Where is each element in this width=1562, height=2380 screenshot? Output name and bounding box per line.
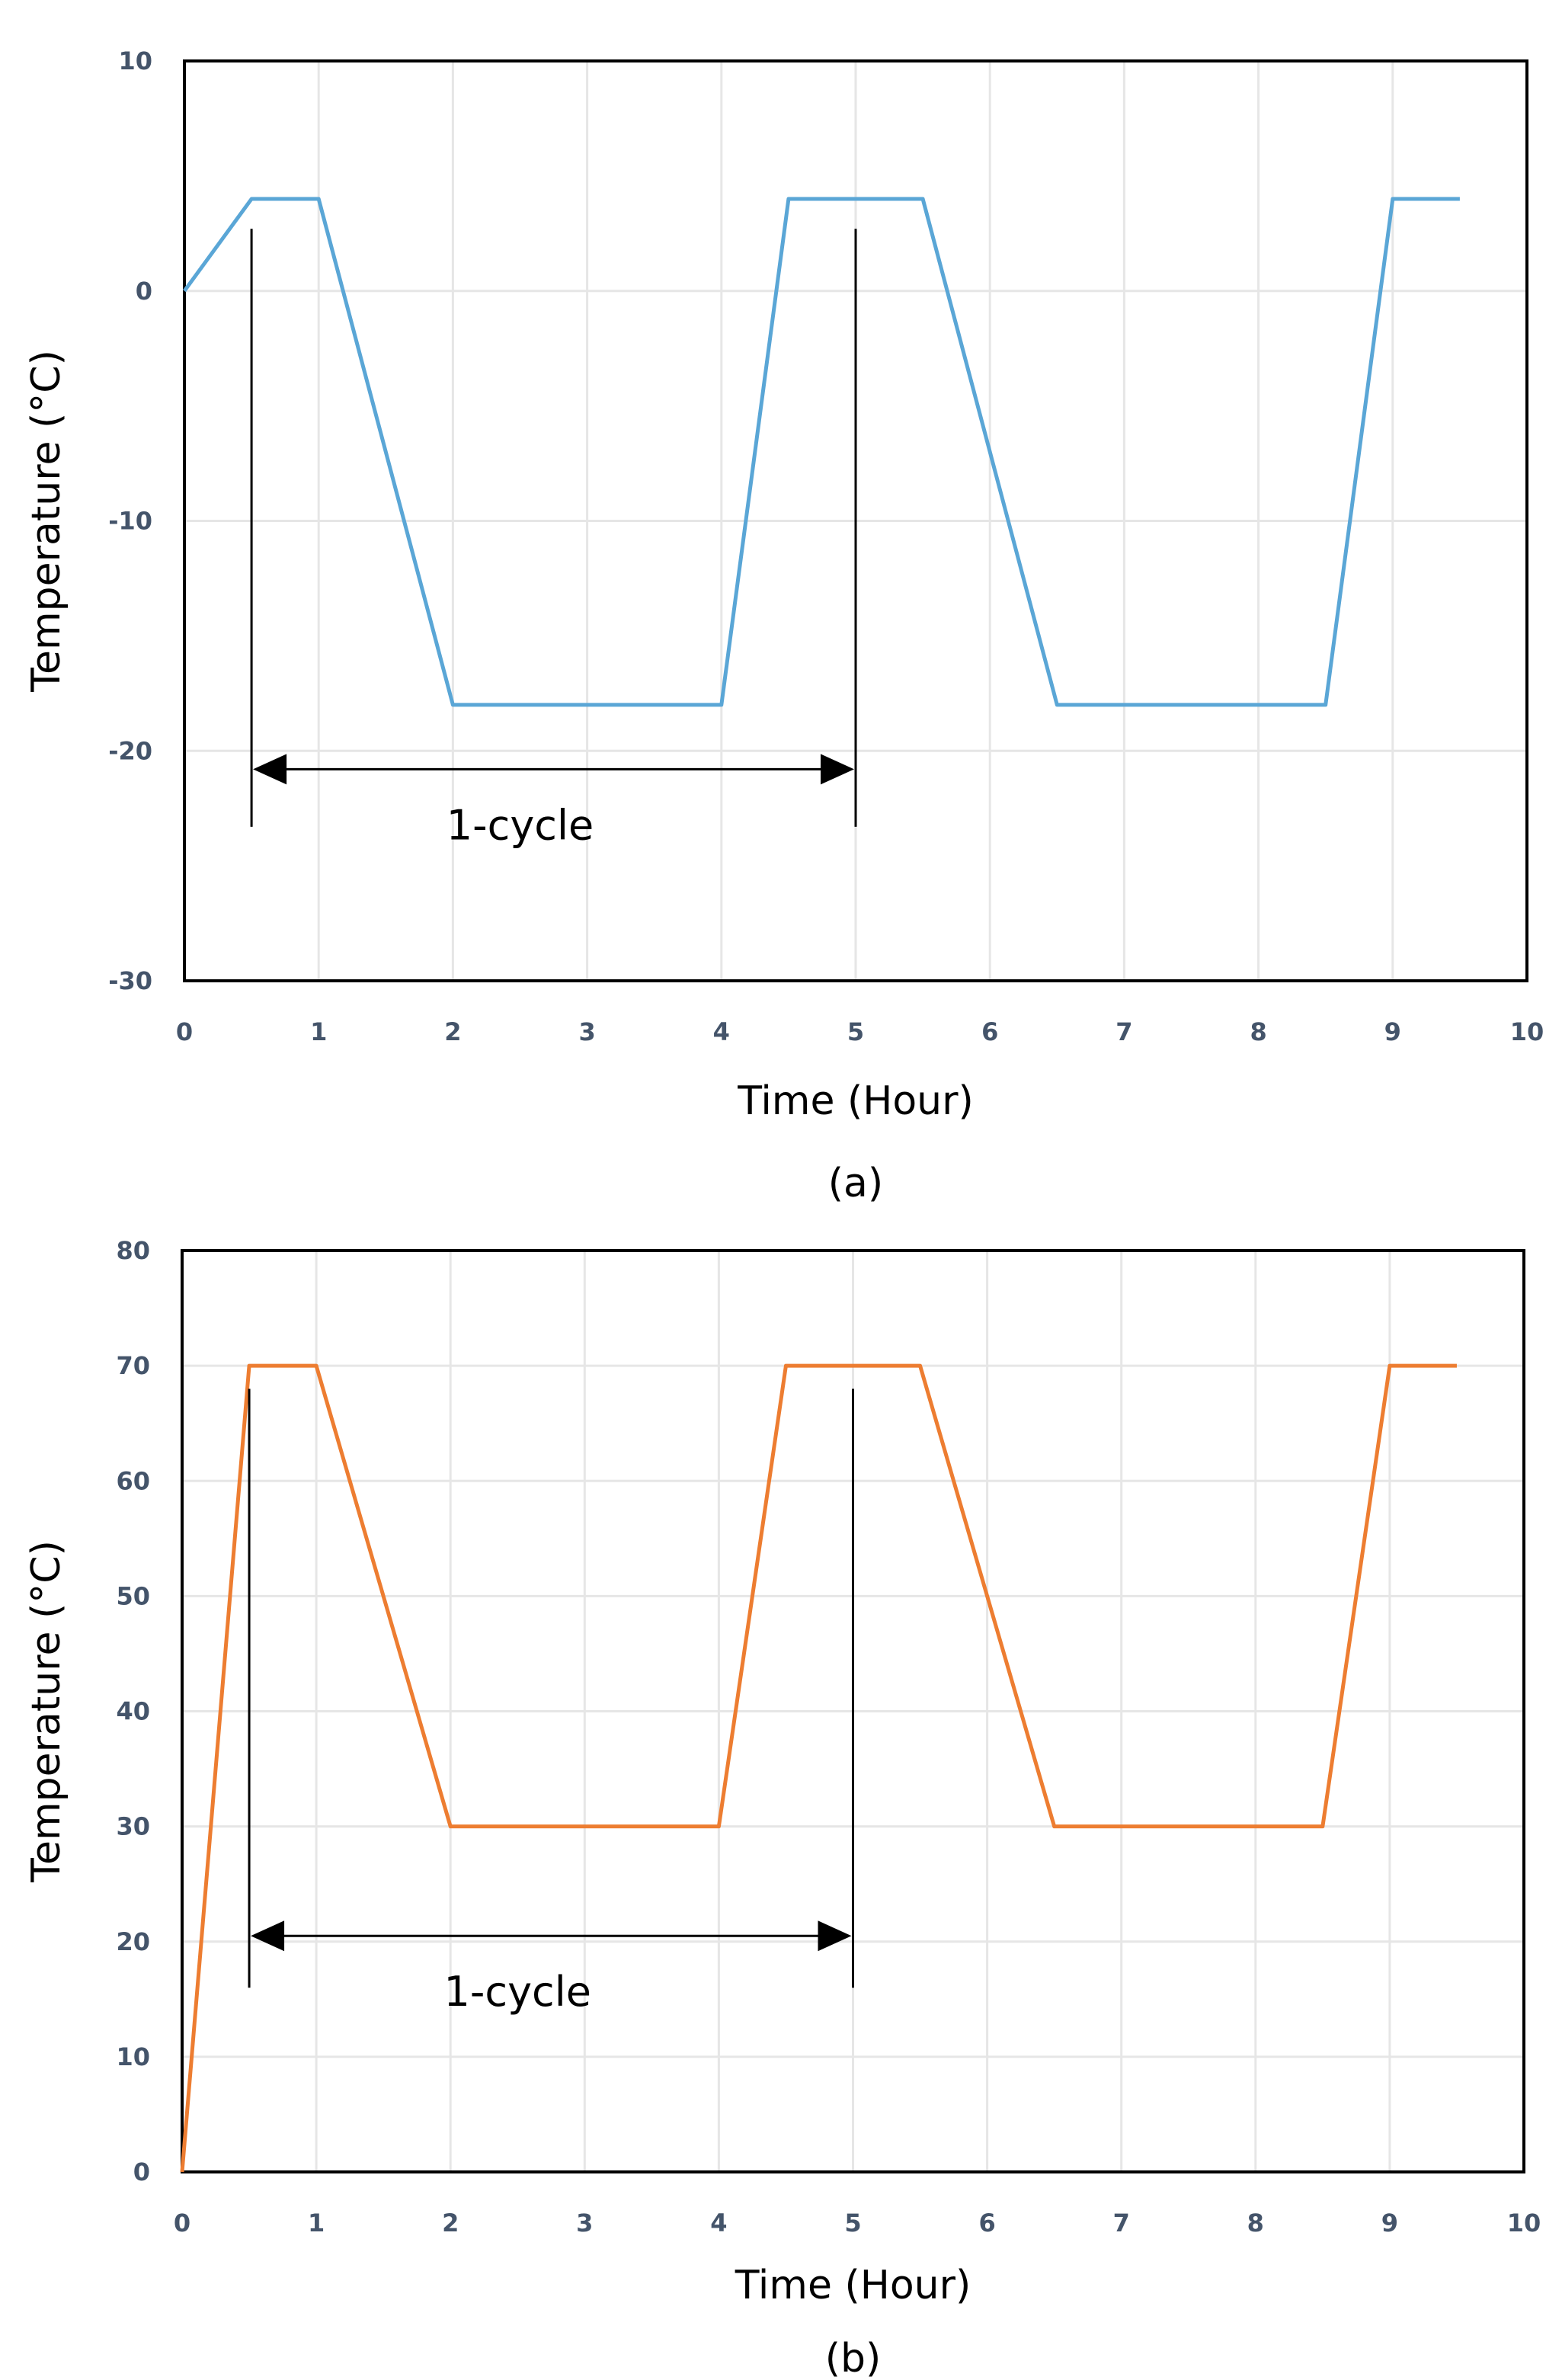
x-axis-label: Time (Hour) (737, 1078, 974, 1124)
y-tick-label: 40 (116, 1697, 150, 1726)
x-tick-label: 7 (1115, 1017, 1132, 1046)
x-tick-label: 0 (176, 1017, 193, 1046)
x-tick-label: 7 (1113, 2209, 1130, 2237)
x-tick-label: 1 (310, 1017, 327, 1046)
panel-caption: (b) (825, 2336, 882, 2380)
x-tick-label: 6 (978, 2209, 995, 2237)
y-tick-label: 10 (116, 2042, 150, 2071)
y-tick-label: 10 (118, 46, 152, 75)
x-tick-label: 9 (1381, 2209, 1398, 2237)
plot-frame (181, 1249, 1525, 2173)
x-tick-label: 5 (844, 2209, 861, 2237)
cycle-arrowhead-left (251, 1920, 285, 1952)
x-tick-label: 6 (981, 1017, 998, 1046)
y-tick-label: 30 (116, 1812, 150, 1841)
x-tick-label: 2 (444, 1017, 461, 1046)
panel-caption: (a) (828, 1161, 883, 1206)
y-axis-label: Temperature (°C) (24, 350, 69, 693)
y-tick-label: 70 (116, 1351, 150, 1380)
x-tick-label: 8 (1247, 2209, 1264, 2237)
cycle-arrowhead-left (253, 754, 287, 785)
x-tick-label: 3 (578, 1017, 595, 1046)
y-axis-label: Temperature (°C) (24, 1540, 69, 1883)
x-tick-label: 8 (1250, 1017, 1266, 1046)
y-tick-label: 0 (133, 2157, 150, 2186)
x-tick-label: 4 (713, 1017, 730, 1046)
y-tick-label: -30 (108, 966, 152, 995)
y-tick-label: 80 (116, 1236, 150, 1265)
cycle-annotation-label: 1-cycle (447, 801, 594, 849)
y-tick-label: 0 (136, 277, 152, 306)
y-tick-label: 60 (116, 1466, 150, 1495)
x-tick-label: 4 (710, 2209, 727, 2237)
x-tick-label: 1 (308, 2209, 325, 2237)
panel-b: 0 1 2 3 4 5 6 7 8 9 10 0 10 20 30 40 50 60 70 80 1-cycle Time… (24, 1236, 1541, 2380)
panel-a: 0 1 2 3 4 5 6 7 8 9 10 -30 -20 -10 0 10 1-cycle Time (Hou… (24, 46, 1544, 1206)
x-tick-label: 5 (847, 1017, 864, 1046)
y-tick-label: -10 (108, 507, 152, 536)
cycle-arrowhead-right (821, 754, 854, 785)
x-tick-label: 0 (174, 2209, 190, 2237)
x-axis-label: Time (Hour) (735, 2263, 971, 2308)
y-tick-label: -20 (108, 736, 152, 765)
y-tick-label: 20 (116, 1927, 150, 1956)
x-tick-label: 10 (1510, 1017, 1544, 1046)
cycle-arrowhead-right (818, 1920, 852, 1952)
plot-frame (183, 59, 1528, 982)
x-tick-label: 10 (1507, 2209, 1541, 2237)
x-tick-label: 3 (576, 2209, 593, 2237)
cycle-annotation-label: 1-cycle (444, 1968, 591, 2016)
series-line (182, 197, 1460, 707)
x-tick-label: 2 (442, 2209, 459, 2237)
series-line (180, 1363, 1457, 2173)
x-tick-label: 9 (1384, 1017, 1401, 1046)
y-tick-label: 50 (116, 1581, 150, 1610)
